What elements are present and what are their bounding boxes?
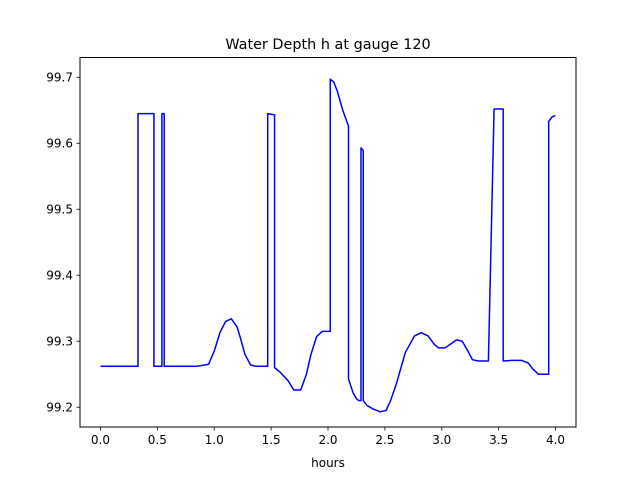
y-tick-label: 99.4	[46, 268, 73, 282]
chart-title: Water Depth h at gauge 120	[225, 37, 430, 53]
x-tick-label: 4.0	[546, 433, 565, 447]
y-tick-label: 99.6	[46, 136, 73, 150]
plot-frame	[79, 57, 577, 428]
x-tick-label: 2.0	[318, 433, 337, 447]
x-tick-label: 0.0	[91, 433, 110, 447]
x-axis: 0.0 0.5 1.0 1.5 2.0 2.5 3.0 3.5 4.0	[91, 427, 565, 447]
series-line-0	[100, 78, 556, 413]
x-tick-label: 0.5	[148, 433, 167, 447]
x-tick-label: 3.0	[432, 433, 451, 447]
x-axis-label: hours	[311, 456, 345, 470]
y-tick-label: 99.7	[46, 70, 73, 84]
y-axis: 99.2 99.3 99.4 99.5 99.6 99.7	[46, 70, 80, 414]
x-tick-label: 3.5	[489, 433, 508, 447]
x-tick-label: 1.5	[262, 433, 281, 447]
plot-area	[100, 78, 556, 413]
y-tick-label: 99.3	[46, 334, 73, 348]
x-tick-label: 1.0	[205, 433, 224, 447]
y-tick-label: 99.5	[46, 202, 73, 216]
y-tick-label: 99.2	[46, 400, 73, 414]
x-tick-label: 2.5	[375, 433, 394, 447]
